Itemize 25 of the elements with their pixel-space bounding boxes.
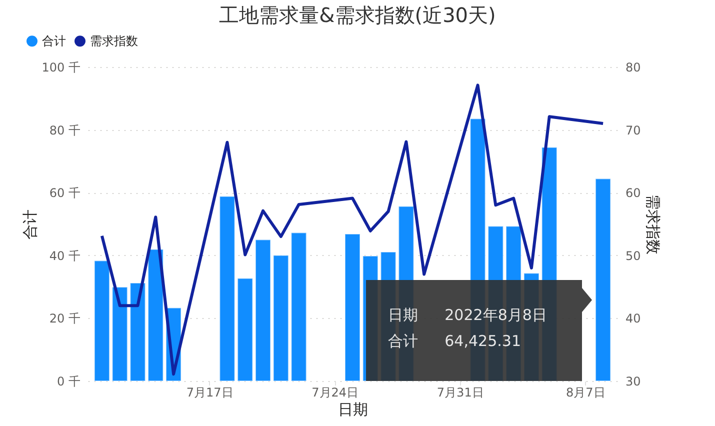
y2-tick-label: 80 (626, 60, 641, 74)
y2-tick-label: 30 (626, 374, 641, 388)
tooltip: 日期 2022年8月8日 合计 64,425.31 (366, 280, 582, 381)
y-tick-label: 0 千 (57, 374, 80, 388)
y-axis-title: 合计 (20, 210, 39, 240)
x-tick-label: 7月17日 (186, 386, 234, 400)
y2-tick-label: 40 (626, 312, 641, 326)
y2-tick-label: 60 (626, 186, 641, 200)
y2-tick-label: 50 (626, 248, 641, 263)
legend-label: 需求指数 (90, 34, 138, 48)
y-tick-label: 60 千 (49, 186, 80, 200)
annotation: 日期 2022年8月8日 (388, 305, 548, 326)
y-tick-label: 100 千 (42, 60, 80, 74)
y2-axis-title: 需求指数 (644, 194, 662, 254)
x-tick-label: 8月7日 (566, 386, 606, 400)
y-tick-label: 80 千 (49, 123, 80, 138)
legend-label: 合计 (42, 34, 66, 48)
chart-title: 工地需求量&需求指数(近30天) (218, 2, 497, 29)
y-tick-label: 20 千 (49, 312, 80, 326)
x-tick-label: 7月31日 (436, 386, 484, 400)
y2-tick-label: 70 (626, 123, 641, 138)
x-tick-label: 7月24日 (312, 386, 359, 400)
x-axis-title: 日期 (338, 400, 368, 418)
y-tick-label: 40 千 (49, 248, 80, 263)
annotation: 合计 64,425.31 (388, 331, 522, 352)
